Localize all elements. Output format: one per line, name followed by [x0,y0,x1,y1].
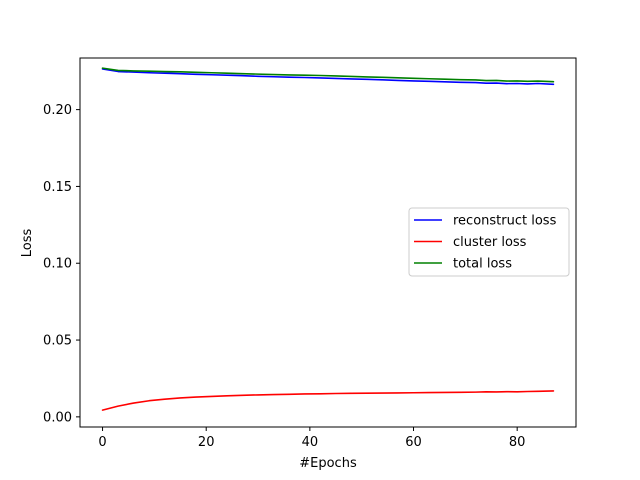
y-axis-label: Loss [20,229,35,258]
x-axis-label: #Epochs [299,456,357,471]
series-line-reconstruct-loss [101,68,555,86]
legend-label-cluster-loss: cluster loss [453,235,527,250]
series-line-cluster-loss [101,390,555,411]
x-tick-label: 20 [198,435,215,450]
plot-area-frame [79,57,577,428]
x-tick-label: 0 [98,435,106,450]
x-tick-label: 60 [405,435,422,450]
y-tick-label: 0.00 [43,410,72,425]
y-axis: 0.00 0.05 0.10 0.15 0.20 [43,103,80,425]
y-tick-label: 0.20 [43,103,72,118]
y-tick-label: 0.10 [43,257,72,272]
legend-label-reconstruct-loss: reconstruct loss [453,214,557,229]
x-axis: 0 20 40 60 80 [98,427,525,450]
x-tick-label: 80 [509,435,526,450]
legend: reconstruct loss cluster loss total loss [408,207,570,277]
series-layer [101,67,555,411]
y-tick-label: 0.05 [43,334,72,349]
series-line-total-loss [101,67,555,83]
y-tick-label: 0.15 [43,180,72,195]
x-tick-label: 40 [302,435,319,450]
legend-frame [408,207,570,277]
legend-label-total-loss: total loss [453,257,512,272]
